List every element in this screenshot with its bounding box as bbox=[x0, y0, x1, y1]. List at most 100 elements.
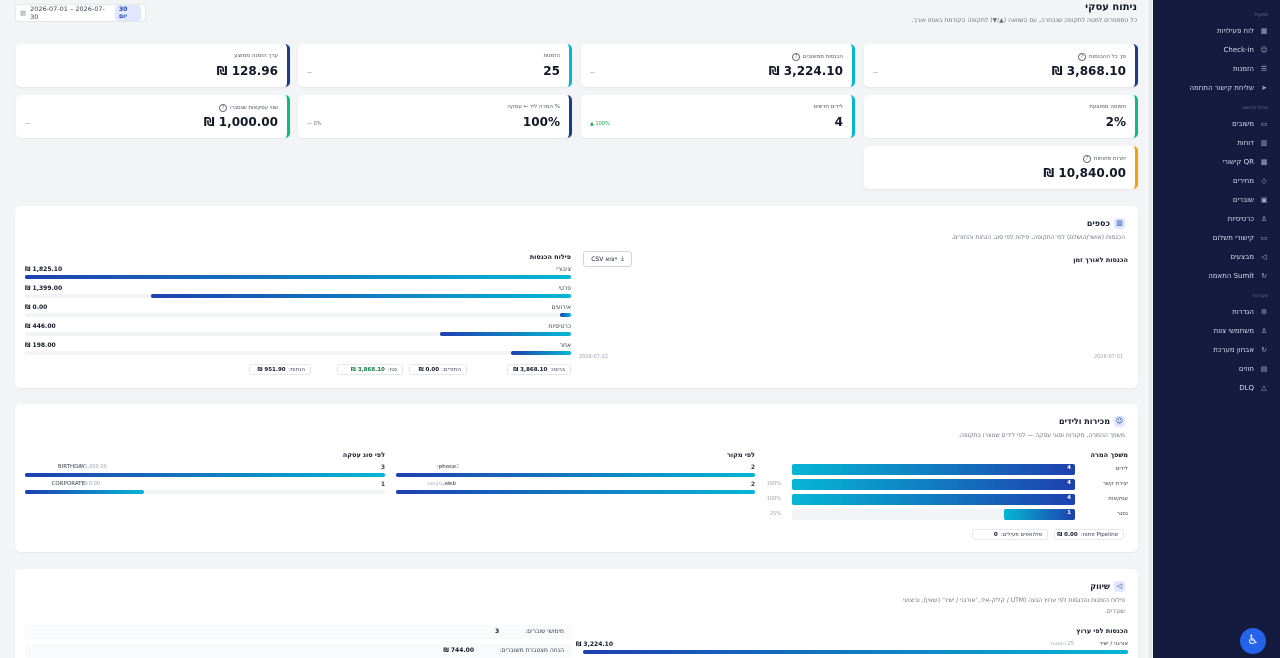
sidebar-item[interactable]: מבצעים ◁ bbox=[1153, 247, 1280, 266]
list-bar bbox=[396, 473, 755, 477]
finance-total-pill: ברוטו: 3,868.10 ₪ bbox=[507, 364, 571, 375]
sidebar-item-label: דוחות bbox=[1237, 138, 1254, 147]
breakdown-label: כרטיסיות bbox=[548, 323, 571, 330]
sidebar-item[interactable]: דוחות ▥ bbox=[1153, 133, 1280, 152]
kpi-label-text: % המרה ליד ← עסקה bbox=[507, 104, 560, 110]
finance-total-pill: נטו: 3,868.10 ₪ bbox=[337, 364, 403, 375]
kpi-label: סך כל ההכנסות? bbox=[1077, 53, 1126, 61]
list-bar bbox=[25, 490, 144, 494]
accessibility-icon[interactable]: ♿ bbox=[1240, 628, 1266, 654]
sidebar-item[interactable]: אבחון מערכת ↻ bbox=[1153, 340, 1280, 359]
kpi-card: סך כל ההכנסות? 3,868.10 ₪ — bbox=[864, 44, 1138, 87]
sidebar-item[interactable]: קישורי QR ▩ bbox=[1153, 152, 1280, 171]
sidebar-item-label: מבצעים bbox=[1230, 252, 1254, 261]
sidebar-item-label: מחירים bbox=[1232, 176, 1254, 185]
kpi-delta: — bbox=[873, 70, 878, 76]
voucher-stat-label: מימושי שוברים: bbox=[525, 628, 564, 635]
kpi-card: ערך הזמנה ממוצע 128.96 ₪ bbox=[16, 44, 290, 87]
voucher-stat-value: 744.00 ₪ bbox=[443, 647, 474, 654]
breakdown-value: 0.00 ₪ bbox=[25, 304, 48, 311]
range-length-badge[interactable]: 30 יום bbox=[115, 5, 141, 21]
sidebar-item[interactable]: הזמנות ☰ bbox=[1153, 59, 1280, 78]
user-icon: ♙ bbox=[1260, 326, 1268, 335]
kpi-label-text: הכנסות ממשובים bbox=[802, 54, 843, 60]
help-icon[interactable]: ? bbox=[219, 104, 228, 112]
kpi-delta: — bbox=[307, 70, 312, 76]
sidebar-item-label: התאמה Sumit bbox=[1208, 271, 1254, 280]
help-icon[interactable]: ? bbox=[1082, 155, 1091, 163]
qr-icon: ▩ bbox=[1260, 157, 1268, 166]
ticket-icon: ♙ bbox=[1260, 214, 1268, 223]
document-icon: ▤ bbox=[1260, 364, 1268, 373]
kpi-card: הזמנות 25 — bbox=[298, 44, 572, 87]
sidebar-item[interactable]: קישורי תשלום ▭ bbox=[1153, 228, 1280, 247]
sidebar-item[interactable]: שליחת קישור התחמה ➤ bbox=[1153, 78, 1280, 97]
sidebar-item[interactable]: מחירים ◇ bbox=[1153, 171, 1280, 190]
list-count: 3 bbox=[380, 464, 385, 471]
sidebar-item[interactable]: שוברים ▣ bbox=[1153, 190, 1280, 209]
card-icon: ▭ bbox=[1260, 233, 1268, 242]
sidebar-item-label: שוברים bbox=[1232, 195, 1254, 204]
kpi-label: הכנסות ממשובים? bbox=[791, 53, 843, 61]
sidebar-item-label: משובים bbox=[1232, 119, 1254, 128]
finance-total-pill: החזרים: 0.00 ₪ bbox=[409, 364, 467, 375]
breakdown-bar-track bbox=[25, 313, 571, 317]
breakdown-bar bbox=[439, 332, 571, 336]
voucher-stat-label: הנחה מצטברת משוברים: bbox=[499, 647, 564, 654]
sidebar-item[interactable]: Check-in ☺ bbox=[1153, 40, 1280, 59]
funnel-title: משפך המרה bbox=[1090, 451, 1128, 459]
funnel-percent: 100% bbox=[766, 481, 781, 487]
list-sub: 2 עסקאות bbox=[436, 464, 460, 470]
channel-label: אורגני / ישיר bbox=[1099, 641, 1128, 647]
kpi-card: הכנסות ממשובים? 3,224.10 ₪ — bbox=[581, 44, 855, 87]
page-subtitle: כל המספרים למטה לתקופה שנבחרה, עם השוואה… bbox=[911, 17, 1137, 24]
kpi-value: 10,840.00 ₪ bbox=[1043, 166, 1126, 180]
kpi-value: 128.96 ₪ bbox=[216, 64, 278, 78]
funnel-bar: 4 bbox=[792, 464, 1075, 475]
sidebar-item[interactable]: משתמשי צוות ♙ bbox=[1153, 321, 1280, 340]
sidebar-item[interactable]: חוזים ▤ bbox=[1153, 359, 1280, 378]
sidebar-item[interactable]: התאמה Sumit ↻ bbox=[1153, 266, 1280, 285]
kpi-label: יתרות פתוחות? bbox=[1082, 155, 1126, 163]
funnel-percent: 25% bbox=[769, 511, 781, 517]
total-label: ברוטו: bbox=[550, 366, 565, 373]
sidebar-item[interactable]: DLQ △ bbox=[1153, 378, 1280, 397]
sidebar-section-title: תפעול bbox=[1254, 12, 1268, 18]
pipeline-value: 0.00 ₪ bbox=[1057, 531, 1078, 538]
sidebar-item-label: כרטיסיות bbox=[1227, 214, 1254, 223]
list-count: 1 bbox=[380, 481, 385, 488]
page-scrollbar[interactable] bbox=[1149, 0, 1152, 658]
funnel-count: 4 bbox=[1067, 480, 1071, 486]
sidebar-item[interactable]: הגדרות ⚙ bbox=[1153, 302, 1280, 321]
kpi-label: לידים חדשים bbox=[814, 104, 843, 110]
channel-value: 3,224.10 ₪ bbox=[575, 641, 613, 648]
kpi-label-text: שווי עסקאות שנסגרו bbox=[230, 105, 278, 111]
sidebar-item-label: משתמשי צוות bbox=[1213, 326, 1254, 335]
sidebar-item[interactable]: משובים ▭ bbox=[1153, 114, 1280, 133]
sidebar-item[interactable]: כרטיסיות ♙ bbox=[1153, 209, 1280, 228]
kpi-value: 1,000.00 ₪ bbox=[203, 115, 278, 129]
tag-icon: ◇ bbox=[1261, 176, 1267, 185]
megaphone-icon: ◁ bbox=[1114, 581, 1125, 592]
export-csv-label: ייצוא CSV bbox=[591, 255, 618, 263]
pipeline-label: Pipeline פתוח: bbox=[1080, 531, 1118, 538]
user-check-icon: ☺ bbox=[1260, 45, 1268, 54]
voucher-stat-value: 3 bbox=[495, 628, 500, 635]
funnel-stage-label: לידים bbox=[1115, 466, 1128, 472]
sidebar-item[interactable]: לוח פעילויות ▦ bbox=[1153, 21, 1280, 40]
kpi-label-text: לידים חדשים bbox=[813, 104, 843, 110]
breakdown-bar bbox=[150, 294, 571, 298]
kpi-delta: 0% — bbox=[307, 121, 322, 127]
total-label: הנחות: bbox=[288, 366, 305, 373]
help-icon[interactable]: ? bbox=[791, 53, 800, 61]
revenue-over-time-title: הכנסות לאורך זמן bbox=[1073, 256, 1128, 264]
sales-card: ☺ מכירות ולידים משפך ההמרה, מקורות וסוגי… bbox=[15, 404, 1138, 552]
export-csv-button[interactable]: ⤓ ייצוא CSV bbox=[583, 251, 632, 267]
sidebar-section-title: ניהול ודוחות bbox=[1242, 105, 1268, 111]
breakdown-label: אירועים bbox=[551, 304, 571, 311]
finance-card: ▥ כספים הכנסות (אושר/הושלם) לפי התקופה, … bbox=[15, 206, 1138, 388]
chart-x-end-label: 2026-07-22 bbox=[578, 354, 608, 360]
kpi-value: 3,868.10 ₪ bbox=[1051, 64, 1126, 78]
date-range-picker[interactable]: ▦ 2026-07-01 – 2026-07-30 30 יום bbox=[15, 4, 146, 22]
help-icon[interactable]: ? bbox=[1077, 53, 1086, 61]
